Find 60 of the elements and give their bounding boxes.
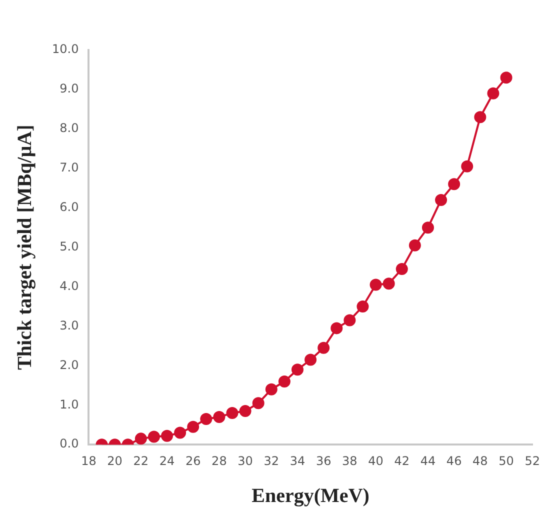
x-tick-label: 38 bbox=[342, 454, 358, 468]
point bbox=[435, 194, 448, 206]
y-tick-label: 7.0 bbox=[60, 160, 79, 175]
point bbox=[304, 354, 317, 366]
x-tick-label: 46 bbox=[446, 454, 462, 468]
x-tick-label: 40 bbox=[368, 454, 384, 468]
point bbox=[187, 420, 200, 433]
x-tick-label: 20 bbox=[107, 454, 122, 468]
point bbox=[396, 263, 408, 276]
point bbox=[148, 430, 160, 443]
x-axis-title: Energy(MeV) bbox=[252, 485, 370, 508]
x-tick-label: 18 bbox=[81, 454, 96, 468]
point bbox=[487, 87, 500, 100]
y-tick-label: 1.0 bbox=[60, 397, 79, 412]
y-tick-label: 8.0 bbox=[60, 121, 79, 136]
point bbox=[370, 278, 382, 291]
point bbox=[474, 111, 486, 124]
point bbox=[408, 239, 421, 252]
point bbox=[448, 178, 460, 190]
point bbox=[318, 342, 330, 354]
x-tick-label: 44 bbox=[420, 454, 436, 468]
point bbox=[382, 278, 395, 290]
point bbox=[422, 222, 434, 234]
y-axis-title: Thick target yield [MBq/μA] bbox=[14, 124, 36, 370]
point bbox=[344, 314, 356, 326]
y-tick-label: 5.0 bbox=[60, 239, 79, 254]
point bbox=[278, 375, 290, 388]
y-tick-label: 6.0 bbox=[60, 200, 79, 214]
x-tick-label: 26 bbox=[185, 454, 201, 468]
x-tick-label: 28 bbox=[212, 454, 227, 468]
point bbox=[200, 412, 212, 425]
x-tick-label: 52 bbox=[524, 454, 540, 468]
y-tick-label: 10.0 bbox=[52, 42, 79, 56]
x-tick-label: 34 bbox=[290, 454, 306, 468]
point bbox=[161, 430, 174, 442]
point bbox=[265, 383, 278, 396]
point bbox=[174, 426, 186, 439]
x-tick-label: 32 bbox=[264, 454, 280, 468]
point bbox=[291, 364, 304, 376]
point bbox=[500, 72, 512, 84]
y-tick-label: 4.0 bbox=[60, 278, 79, 293]
point bbox=[226, 407, 238, 420]
x-tick-label: 24 bbox=[159, 454, 175, 468]
x-tick-label: 22 bbox=[133, 454, 149, 468]
point bbox=[213, 410, 226, 423]
y-tick-label: 2.0 bbox=[60, 358, 79, 372]
x-tick-label: 50 bbox=[498, 454, 514, 468]
y-tick-label: 9.0 bbox=[60, 82, 79, 96]
point bbox=[239, 405, 252, 418]
x-tick-label: 30 bbox=[238, 454, 253, 468]
point bbox=[330, 322, 343, 334]
x-tick-label: 42 bbox=[394, 454, 410, 468]
x-tick-label: 36 bbox=[316, 454, 332, 468]
x-tick-label: 48 bbox=[472, 454, 488, 468]
point bbox=[134, 432, 147, 445]
point bbox=[461, 160, 474, 172]
point bbox=[356, 300, 369, 312]
point bbox=[252, 397, 264, 410]
y-tick-label: 3.0 bbox=[60, 318, 79, 332]
y-tick-label: 0.0 bbox=[60, 436, 79, 451]
